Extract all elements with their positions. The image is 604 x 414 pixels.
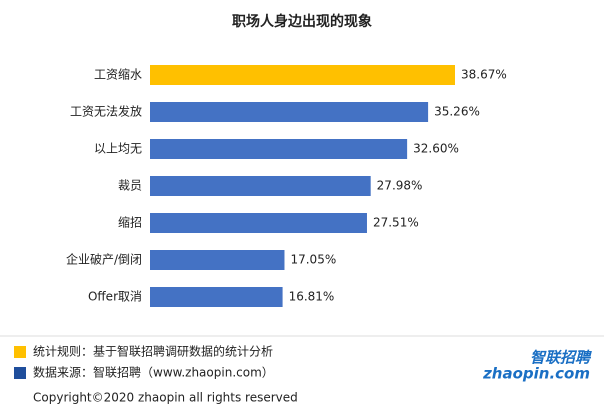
bar — [150, 102, 429, 122]
value-label: 35.26% — [434, 105, 480, 119]
value-label: 32.60% — [413, 142, 459, 156]
bar — [150, 250, 285, 270]
category-label: 工资缩水 — [94, 67, 142, 82]
value-label: 27.98% — [377, 179, 423, 193]
value-label: 17.05% — [290, 253, 336, 267]
note-marker — [14, 346, 26, 358]
logo-cn: 智联招聘 — [530, 349, 592, 367]
bar — [150, 139, 408, 159]
bar — [150, 213, 367, 233]
category-label: 以上均无 — [94, 142, 142, 156]
bar — [150, 65, 455, 85]
note-text: 统计规则：基于智联招聘调研数据的统计分析 — [33, 344, 273, 359]
category-label: 工资无法发放 — [70, 104, 142, 119]
category-label: Offer取消 — [88, 290, 142, 304]
value-label: 27.51% — [373, 216, 419, 230]
category-label: 裁员 — [118, 179, 142, 193]
value-label: 38.67% — [461, 68, 507, 82]
copyright: Copyright©2020 zhaopin all rights reserv… — [33, 391, 298, 405]
note-text: 数据来源：智联招聘（www.zhaopin.com） — [33, 365, 274, 380]
note-marker — [14, 367, 26, 379]
bar — [150, 176, 371, 196]
bar — [150, 287, 283, 307]
chart-title: 职场人身边出现的现象 — [232, 13, 372, 30]
logo-en: zhaopin.com — [482, 365, 590, 383]
value-label: 16.81% — [289, 290, 335, 304]
category-label: 企业破产/倒闭 — [66, 252, 142, 267]
category-label: 缩招 — [118, 215, 142, 230]
